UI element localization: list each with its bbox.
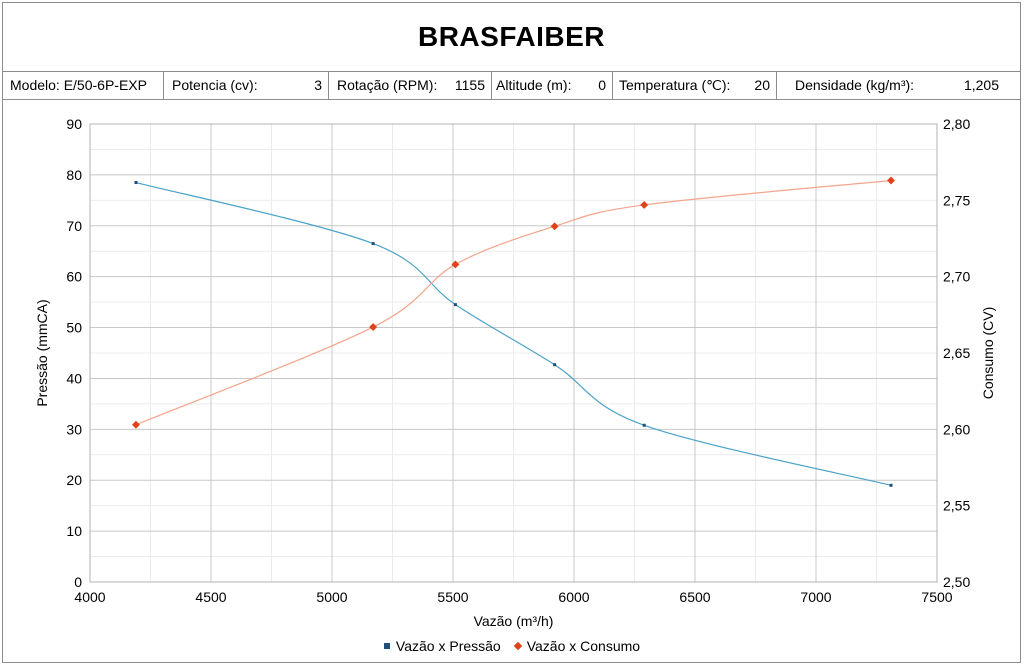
x-tick-label: 7500 (921, 589, 952, 605)
spec-densidade: Densidade (kg/m³): 1,205 (777, 72, 1021, 99)
data-point-consumo (451, 260, 460, 269)
x-tick-label: 5500 (437, 589, 468, 605)
series-line-consumo (135, 179, 892, 426)
data-point-pressao (134, 181, 138, 185)
y-axis-title: Pressão (mmCA) (34, 299, 50, 406)
spec-densidade-label: Densidade (kg/m³): (795, 77, 915, 93)
spec-potencia-label: Potencia (cv): (172, 77, 258, 93)
y2-tick-label: 2,55 (943, 498, 970, 514)
data-point-pressao (553, 363, 557, 367)
y2-tick-label: 2,70 (943, 269, 970, 285)
x-tick-label: 7000 (800, 589, 831, 605)
data-point-consumo (132, 420, 140, 429)
y-tick-label: 40 (66, 370, 82, 386)
x-tick-label: 4000 (74, 589, 105, 605)
data-point-consumo (887, 176, 895, 185)
spec-modelo-value: E/50-6P-EXP (63, 77, 147, 93)
series-line-pressao (135, 181, 892, 486)
legend: Vazão x Pressão Vazão x Consumo (0, 638, 1024, 654)
y2-tick-label: 2,80 (943, 116, 970, 132)
y2-tick-label: 2,60 (943, 421, 970, 437)
spec-densidade-value: 1,205 (963, 77, 999, 93)
header: BRASFAIBER (2, 2, 1021, 72)
legend-marker-square (383, 643, 390, 649)
spec-temperatura-value: 20 (754, 77, 770, 93)
y2-tick-label: 2,65 (943, 345, 970, 361)
legend-label-consumo: Vazão x Consumo (526, 638, 641, 654)
spec-potencia-value: 3 (314, 77, 322, 93)
spec-temperatura: Temperatura (℃): 20 (613, 72, 777, 99)
y-tick-label: 60 (66, 269, 82, 285)
data-point-consumo (640, 200, 649, 209)
y2-tick-label: 2,75 (943, 192, 970, 208)
spec-altitude-value: 0 (598, 77, 606, 93)
data-point-pressao (642, 423, 646, 427)
legend-marker-diamond (513, 641, 522, 651)
data-point-consumo (369, 323, 378, 332)
spec-modelo: Modelo: E/50-6P-EXP (2, 72, 164, 99)
data-point-pressao (889, 483, 893, 487)
y-tick-label: 10 (66, 523, 82, 539)
y-tick-label: 90 (66, 116, 82, 132)
x-tick-label: 5000 (316, 589, 347, 605)
data-point-consumo (550, 222, 559, 231)
plot-area (89, 123, 938, 583)
x-axis-title: Vazão (m³/h) (474, 613, 554, 629)
spec-modelo-label: Modelo: (10, 77, 60, 93)
data-point-pressao (453, 303, 457, 307)
spec-rotacao-value: 1155 (454, 77, 485, 93)
spec-altitude-label: Altitude (m): (496, 77, 572, 93)
legend-item-pressao: Vazão x Pressão (383, 638, 501, 654)
chart: 4000 4500 5000 5500 6000 6500 7000 7500 0 10 20 30 4… (34, 116, 996, 629)
data-point-pressao (371, 242, 375, 246)
y-tick-label: 30 (66, 421, 82, 437)
y-tick-label: 80 (66, 167, 82, 183)
page-title: BRASFAIBER (417, 20, 605, 52)
y-tick-label: 70 (66, 218, 82, 234)
spec-bar: Modelo: E/50-6P-EXP Potencia (cv): 3 Rot… (2, 72, 1021, 100)
x-tick-label: 6000 (558, 589, 589, 605)
x-tick-label: 6500 (679, 589, 710, 605)
y-tick-label: 50 (66, 320, 82, 336)
legend-label-pressao: Vazão x Pressão (395, 638, 501, 654)
spec-rotacao-label: Rotação (RPM): (337, 77, 438, 93)
legend-item-consumo: Vazão x Consumo (513, 638, 641, 654)
spec-temperatura-label: Temperatura (℃): (619, 77, 731, 93)
spec-potencia: Potencia (cv): 3 (164, 72, 329, 99)
y-tick-label: 0 (74, 574, 82, 590)
y2-axis-title: Consumo (CV) (980, 307, 996, 400)
spec-rotacao: Rotação (RPM): 1155 (329, 72, 492, 99)
y2-tick-label: 2,50 (943, 574, 970, 590)
y-tick-label: 20 (66, 472, 82, 488)
x-tick-label: 4500 (195, 589, 226, 605)
spec-altitude: Altitude (m): 0 (492, 72, 613, 99)
